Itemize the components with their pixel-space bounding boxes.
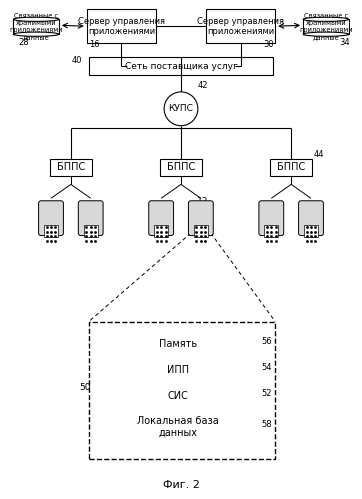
Text: Связанные с
хранимыми
приложениями
данные: Связанные с хранимыми приложениями данны… (9, 13, 63, 40)
Text: Локальная база
данных: Локальная база данных (137, 416, 219, 438)
Bar (154, 226, 168, 237)
FancyBboxPatch shape (110, 385, 245, 407)
Text: СИС: СИС (168, 391, 189, 401)
Text: Память: Память (159, 339, 197, 349)
Text: 52: 52 (261, 389, 272, 398)
Text: Сервер управления
приложениями: Сервер управления приложениями (197, 16, 284, 36)
Text: БППС: БППС (277, 163, 305, 173)
Text: Сеть поставщика услуг: Сеть поставщика услуг (125, 61, 237, 70)
Polygon shape (303, 19, 349, 34)
Text: 34: 34 (340, 38, 350, 47)
FancyBboxPatch shape (299, 201, 323, 236)
Text: БППС: БППС (57, 163, 85, 173)
Bar (304, 226, 318, 237)
FancyBboxPatch shape (89, 321, 275, 459)
Ellipse shape (13, 32, 59, 36)
FancyBboxPatch shape (110, 413, 245, 441)
Text: Фиг. 2: Фиг. 2 (163, 480, 199, 490)
Bar (194, 226, 208, 237)
Bar (44, 226, 58, 237)
Text: 58: 58 (261, 420, 272, 429)
Text: Сервер управления
приложениями: Сервер управления приложениями (78, 16, 165, 36)
Polygon shape (13, 19, 59, 34)
FancyBboxPatch shape (89, 57, 273, 75)
Text: 42: 42 (198, 81, 209, 90)
FancyBboxPatch shape (39, 201, 63, 236)
FancyBboxPatch shape (259, 201, 284, 236)
Text: 40: 40 (71, 56, 82, 65)
FancyBboxPatch shape (160, 159, 202, 177)
Text: 50: 50 (79, 383, 90, 392)
Text: КУПС: КУПС (169, 104, 193, 113)
Bar (264, 226, 278, 237)
FancyBboxPatch shape (149, 201, 173, 236)
FancyBboxPatch shape (110, 333, 245, 355)
Text: 30: 30 (264, 40, 274, 49)
Text: БППС: БППС (167, 163, 195, 173)
Ellipse shape (303, 17, 349, 21)
FancyBboxPatch shape (189, 201, 213, 236)
FancyBboxPatch shape (50, 159, 92, 177)
Circle shape (164, 92, 198, 126)
Ellipse shape (303, 32, 349, 36)
Text: 28: 28 (18, 38, 29, 47)
Bar (84, 226, 98, 237)
Text: ИПП: ИПП (167, 365, 189, 375)
Text: 16: 16 (89, 40, 99, 49)
FancyBboxPatch shape (78, 201, 103, 236)
Text: 44: 44 (314, 150, 324, 159)
Text: 54: 54 (261, 363, 272, 372)
Text: Связанные с
хранимыми
приложениями
данные: Связанные с хранимыми приложениями данны… (299, 13, 353, 40)
FancyBboxPatch shape (206, 9, 275, 43)
Ellipse shape (13, 17, 59, 21)
Text: 56: 56 (261, 337, 272, 346)
FancyBboxPatch shape (270, 159, 312, 177)
Text: 12: 12 (197, 197, 208, 206)
FancyBboxPatch shape (110, 359, 245, 381)
FancyBboxPatch shape (87, 9, 156, 43)
